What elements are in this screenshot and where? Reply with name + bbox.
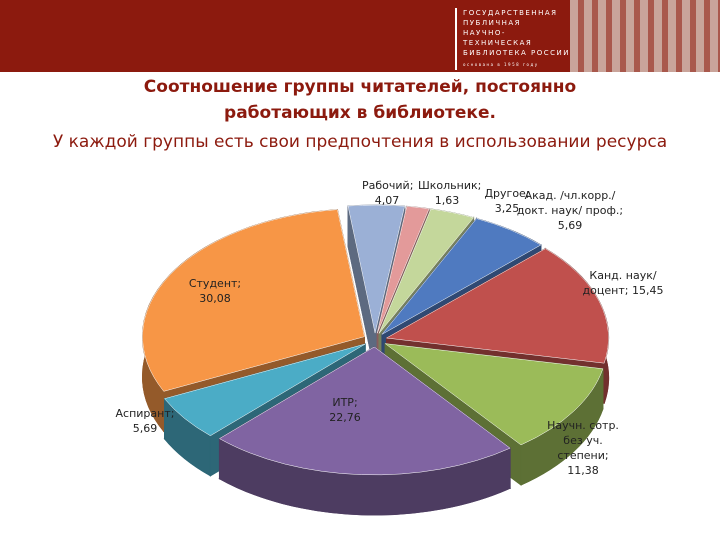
label-separator: ;: [409, 179, 414, 192]
label-category: Аспирант: [115, 407, 171, 420]
data-label: Студент; 30,08: [180, 276, 250, 306]
label-value: 3,25: [494, 202, 520, 215]
label-category: Научн. сотр. без уч. степени: [547, 419, 619, 462]
label-category: ИТР: [332, 396, 354, 409]
data-label: Аспирант; 5,69: [108, 406, 182, 436]
slice: [376, 206, 430, 334]
logo: ГОСУДАРСТВЕННАЯ ПУБЛИЧНАЯ НАУЧНО-ТЕХНИЧЕСК…: [455, 8, 573, 70]
chart-title: Соотношение группы читателей, постоянно …: [143, 77, 577, 123]
label-value: 5,69: [132, 422, 158, 435]
label-separator: ;: [624, 284, 629, 297]
slice: [164, 343, 366, 437]
chart-subtitle: У каждой группы есть свои предпочтения в…: [52, 132, 668, 152]
logo-line: НАУЧНО-ТЕХНИЧЕСКАЯ: [463, 29, 533, 47]
slice: [142, 209, 365, 392]
label-category: Канд. наук/ доцент: [582, 269, 657, 297]
slice: [347, 204, 405, 334]
slice: [384, 343, 604, 446]
label-category: Рабочий: [362, 179, 410, 192]
data-label: Научн. сотр. без уч. степени; 11,38: [543, 418, 623, 478]
label-value: 11,38: [567, 464, 599, 477]
label-value: 4,07: [374, 194, 400, 207]
label-value: 5,69: [557, 219, 583, 232]
slice: [385, 248, 609, 364]
building-photo: [570, 0, 720, 72]
label-category: Другое: [484, 187, 526, 200]
logo-line: БИБЛИОТЕКА РОССИИ: [463, 49, 571, 57]
data-label: Школьник; 1,63: [418, 178, 481, 208]
data-label: Другое; 3,25: [478, 186, 536, 216]
logo-line: ПУБЛИЧНАЯ: [463, 19, 522, 27]
label-separator: ;: [237, 277, 242, 290]
logo-line: ГОСУДАРСТВЕННАЯ: [463, 9, 558, 17]
slice: [378, 208, 475, 334]
label-separator: ;: [604, 449, 609, 462]
label-separator: ;: [619, 204, 624, 217]
label-separator: ;: [170, 407, 175, 420]
label-value: 1,63: [434, 194, 460, 207]
slice: [218, 346, 511, 476]
data-label: Канд. наук/ доцент; 15,45: [578, 268, 668, 298]
label-separator: ;: [353, 396, 358, 409]
data-label: ИТР; 22,76: [315, 395, 375, 425]
label-category: Акад. /чл.корр./докт. наук/ проф.: [516, 189, 620, 217]
label-category: Школьник: [418, 179, 478, 192]
slice: [381, 218, 542, 335]
label-value: 22,76: [329, 411, 361, 424]
label-category: Студент: [188, 277, 238, 290]
data-label: Акад. /чл.корр./докт. наук/ проф.; 5,69: [515, 188, 625, 233]
label-separator: ;: [525, 187, 530, 200]
data-label: Рабочий; 4,07: [362, 178, 414, 208]
label-value: 30,08: [199, 292, 231, 305]
label-value: 15,45: [631, 284, 664, 297]
label-separator: ;: [477, 179, 482, 192]
logo-note: основана в 1958 году: [463, 62, 539, 67]
